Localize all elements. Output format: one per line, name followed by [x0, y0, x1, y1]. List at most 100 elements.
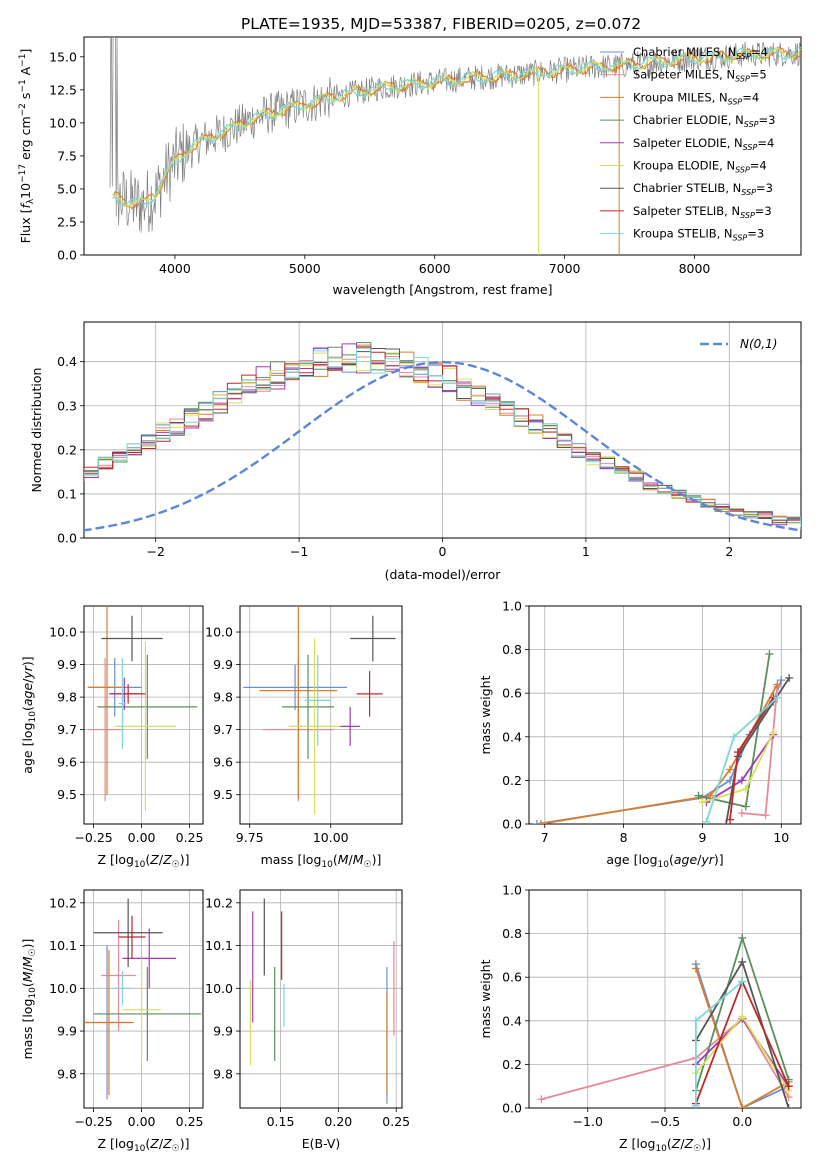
metal-weight-ytick-label: 0.0 — [502, 1101, 522, 1116]
metal-mass-xtick-label: 0.25 — [176, 1114, 204, 1129]
mass-age-plot — [243, 606, 396, 815]
ebv-mass-xtick-label: 0.15 — [267, 1114, 295, 1129]
age-weight-series-line — [725, 677, 790, 824]
metal-age-point — [114, 641, 177, 811]
metal-weight-xtick-label: −1.0 — [573, 1114, 603, 1129]
age-weight-marker — [536, 820, 545, 824]
residuals-xtick-label: 2 — [725, 544, 733, 559]
metal-weight-marker — [784, 1082, 793, 1091]
metal-weight-plot — [537, 933, 793, 1108]
residuals-xtick-label: 0 — [439, 544, 447, 559]
metal-age-ytick-label: 9.5 — [57, 787, 77, 802]
spectrum-plot — [109, 37, 801, 255]
metal-age-xtick-label: −0.25 — [74, 830, 112, 845]
legend-entry: Kroupa ELODIE, NSSP=4 — [633, 159, 767, 175]
residuals-ytick-label: 0.1 — [57, 486, 77, 501]
metal-weight-marker — [784, 1104, 793, 1108]
residual-histogram — [84, 347, 801, 527]
metal-weight-marker — [738, 957, 747, 966]
mass-age-ytick-label: 9.5 — [213, 787, 233, 802]
age-weight-plot — [532, 649, 794, 824]
metal-mass-point — [93, 898, 163, 967]
metal-mass-xlabel: Z [log10(Z/Z☉)] — [97, 1136, 189, 1154]
metal-age-axes: −0.25 0.00 0.25 9.5 9.6 9.7 9.8 9.9 10.0 — [49, 605, 204, 845]
age-weight-xtick-label: 7 — [541, 830, 549, 845]
residual-histogram — [84, 342, 801, 528]
ebv-mass-axes: 0.15 0.20 0.25 9.8 9.9 10.0 10.1 10.2 — [205, 889, 410, 1129]
metal-weight-ytick-label: 1.0 — [502, 883, 522, 898]
metal-mass-point — [122, 928, 177, 989]
metal-age-point — [118, 658, 127, 750]
age-weight-marker — [741, 802, 750, 811]
mass-age-point — [304, 654, 331, 746]
metal-age-ytick-label: 9.6 — [57, 755, 77, 770]
ebv-mass-plot — [249, 898, 395, 1104]
mass-age-point — [350, 615, 396, 662]
ebv-mass-ytick-label: 10.1 — [205, 938, 233, 953]
legend-entry: Chabrier ELODIE, NSSP=3 — [633, 113, 775, 129]
age-weight-xlabel: age [log10(age/yr)] — [606, 852, 723, 870]
age-weight-frame — [528, 605, 802, 825]
residuals-xtick-label: −2 — [146, 544, 164, 559]
age-weight-marker — [722, 820, 731, 824]
metal-weight-xtick-label: 0.0 — [732, 1114, 752, 1129]
age-weight-marker — [702, 817, 711, 824]
metal-age-ytick-label: 9.9 — [57, 657, 77, 672]
age-weight-marker — [698, 798, 707, 807]
mass-age-xtick-label: 10.00 — [313, 830, 349, 845]
age-weight-marker — [729, 732, 738, 741]
metal-weight-marker — [691, 1101, 700, 1108]
spectrum-data-line — [109, 37, 801, 233]
residuals-ytick-label: 0.0 — [57, 531, 77, 546]
metal-age-ytick-label: 10.0 — [49, 625, 77, 640]
age-weight-marker — [773, 680, 782, 689]
age-weight-ytick-label: 0.2 — [502, 773, 522, 788]
metal-age-point — [110, 684, 146, 704]
spectrum-ytick-label: 0.0 — [57, 248, 77, 263]
metal-age-ylabel: age [log10(age/yr)] — [20, 656, 38, 773]
residual-histogram — [84, 352, 801, 527]
age-weight-ytick-label: 0.0 — [502, 817, 522, 832]
metal-age-xtick-label: 0.00 — [128, 830, 156, 845]
age-weight-marker — [726, 776, 735, 785]
spectrum-ytick-label: 2.5 — [57, 214, 77, 229]
metal-mass-ytick-label: 10.1 — [49, 938, 77, 953]
spectrum-xtick-label: 5000 — [289, 261, 321, 276]
legend-entry: Salpeter MILES, NSSP=5 — [633, 68, 767, 84]
residual-histogram — [84, 356, 801, 524]
metal-age-xlabel: Z [log10(Z/Z☉)] — [97, 852, 189, 870]
residuals-xtick-label: 1 — [582, 544, 590, 559]
age-weight-marker — [777, 676, 786, 685]
mass-age-point — [259, 606, 338, 798]
ebv-mass-ytick-label: 9.9 — [213, 1024, 233, 1039]
metal-mass-point — [118, 915, 146, 959]
residuals-ytick-label: 0.3 — [57, 398, 77, 413]
residuals-ytick-label: 0.4 — [57, 354, 77, 369]
metal-age-point — [97, 654, 198, 759]
metal-weight-ytick-label: 0.2 — [502, 1057, 522, 1072]
mass-age-xlabel: mass [log10(M/M☉)] — [261, 852, 382, 870]
age-weight-axes: 7 8 9 10 0.0 0.2 0.4 0.6 0.8 1.0 — [502, 599, 802, 845]
metal-mass-point — [93, 966, 202, 1061]
age-weight-marker — [737, 809, 746, 818]
age-weight-series-line — [536, 679, 783, 824]
metal-age-plot — [87, 606, 198, 811]
spectrum-ytick-label: 7.5 — [57, 148, 77, 163]
mass-age-point — [243, 664, 347, 711]
metal-age-ytick-label: 9.8 — [57, 690, 77, 705]
metal-weight-ylabel: mass weight — [478, 959, 493, 1038]
age-weight-xtick-label: 8 — [620, 830, 628, 845]
age-weight-marker — [741, 785, 750, 794]
metal-age-ytick-label: 9.7 — [57, 722, 77, 737]
spectrum-axes: 4000 5000 6000 7000 8000 0.0 2.5 5.0 7.5 10.0 12.5… — [49, 36, 802, 276]
age-weight-marker — [769, 728, 778, 737]
mass-age-axes: 9.75 10.00 9.5 9.6 9.7 9.8 9.9 10.0 — [205, 605, 403, 845]
residual-ylabel: Normed distribution — [29, 368, 44, 493]
metal-mass-frame — [83, 889, 204, 1109]
spectrum-model-line — [112, 46, 801, 208]
metal-weight-xlabel: Z [log10(Z/Z☉)] — [619, 1136, 711, 1154]
spectrum-xlabel: wavelength [Angstrom, rest frame] — [332, 282, 552, 297]
metal-weight-marker — [691, 1016, 700, 1025]
ebv-mass-ytick-label: 9.8 — [213, 1066, 233, 1081]
